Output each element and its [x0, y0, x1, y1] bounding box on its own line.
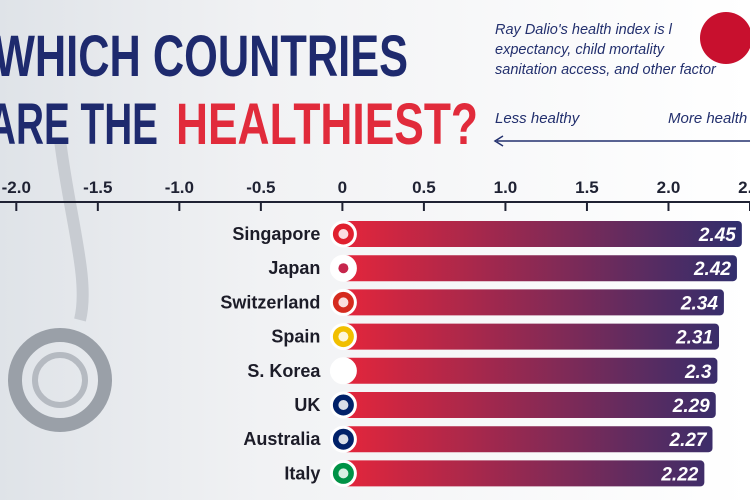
value-label: 2.31: [675, 328, 713, 349]
value-label: 2.42: [693, 259, 731, 280]
category-label: Australia: [243, 429, 321, 449]
flag-detail: [338, 434, 349, 445]
flag-detail: [338, 263, 349, 274]
subtitle-line: expectancy, child mortality: [495, 42, 665, 58]
x-tick-label: -1.0: [165, 178, 194, 197]
bar: [342, 426, 713, 453]
value-label: 2.45: [698, 225, 736, 246]
category-label: Spain: [271, 327, 320, 347]
x-tick-label: -1.5: [83, 178, 112, 197]
category-label: Switzerland: [220, 292, 320, 312]
category-label: Italy: [284, 463, 320, 483]
value-label: 2.22: [660, 464, 698, 485]
value-label: 2.27: [669, 430, 708, 451]
x-tick-label: -2.0: [2, 178, 31, 197]
category-label: S. Korea: [247, 361, 321, 381]
subtitle-line: Ray Dalio's health index is l: [495, 22, 673, 38]
bar: [342, 255, 737, 282]
less-label: Less healthy: [495, 110, 581, 127]
category-label: Japan: [268, 258, 320, 278]
flag-detail: [338, 331, 349, 342]
flag-detail: [338, 365, 349, 376]
flag-detail: [338, 229, 349, 239]
arrow-head: [493, 135, 504, 147]
x-tick-label: 2.0: [657, 178, 681, 197]
bar: [342, 460, 705, 487]
value-label: 2.3: [684, 362, 712, 383]
bar: [342, 289, 724, 316]
x-tick-label: 0.5: [412, 178, 436, 197]
value-label: 2.34: [680, 293, 718, 314]
flag-detail: [338, 400, 349, 410]
stethoscope: [8, 139, 112, 432]
title-highlight: HEALTHIEST?: [176, 92, 478, 157]
bar: [342, 221, 742, 247]
category-label: UK: [294, 395, 320, 415]
x-tick-label: 1.0: [494, 178, 518, 197]
title-line-2: ARE THE: [0, 92, 158, 157]
flag-detail: [338, 297, 349, 308]
x-tick-label: -0.5: [246, 178, 275, 197]
flag-detail: [338, 468, 349, 479]
category-label: Singapore: [232, 224, 320, 244]
more-label: More health: [668, 110, 747, 127]
bar: [342, 323, 720, 350]
x-tick-label: 1.5: [575, 178, 599, 197]
x-tick-label: 2.5: [738, 178, 750, 197]
subtitle-line: sanitation access, and other factor: [495, 62, 717, 78]
watermark: [700, 12, 750, 64]
value-label: 2.29: [672, 396, 710, 417]
title-line-1: WHICH COUNTRIES: [0, 24, 408, 89]
x-tick-label: 0: [338, 178, 347, 197]
bar: [342, 357, 718, 384]
bar: [342, 392, 716, 418]
